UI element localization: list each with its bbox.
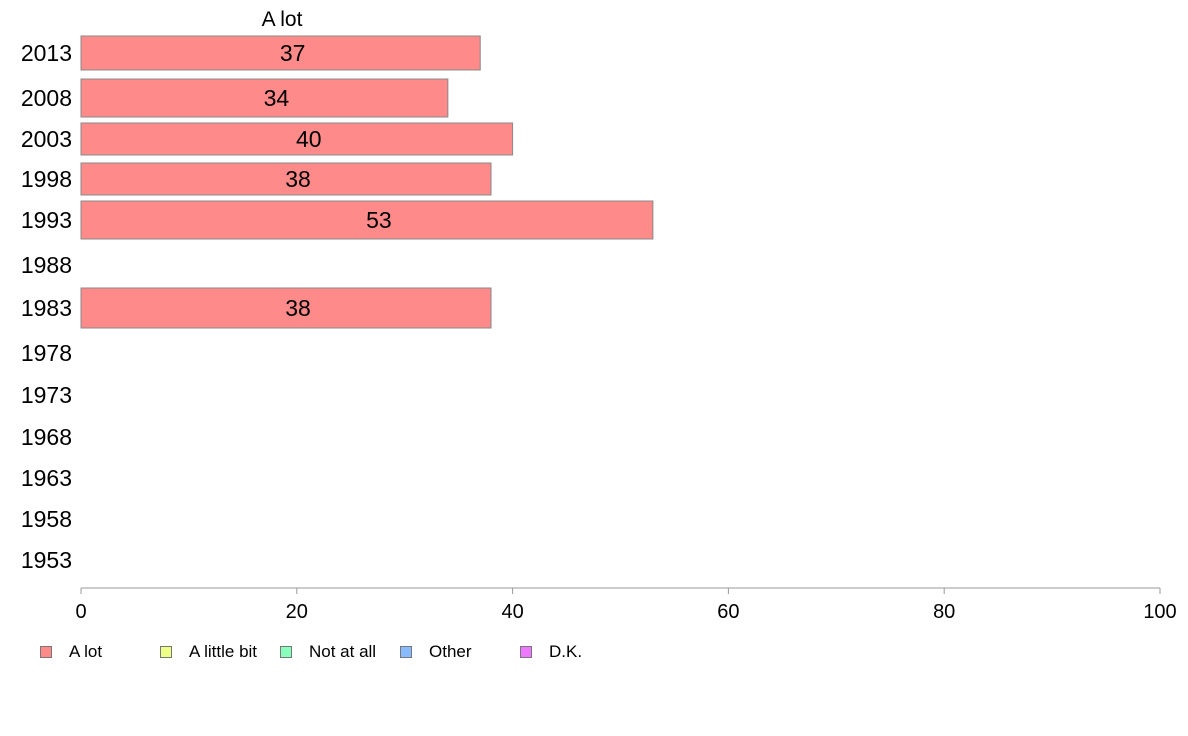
- category-label: 1958: [21, 506, 72, 532]
- category-labels: 2013 2008 2003 1998 1993 1988 1983 1978 1973 1968…: [21, 40, 72, 573]
- legend-label: A lot: [69, 642, 103, 661]
- x-tick-label: 20: [286, 601, 308, 623]
- category-label: 1983: [21, 295, 72, 321]
- category-label: 1953: [21, 547, 72, 573]
- legend-label: A little bit: [189, 642, 258, 661]
- legend-label: Not at all: [309, 642, 377, 661]
- data-label: 37: [280, 40, 306, 66]
- legend-item: A little bit: [160, 641, 257, 663]
- x-tick-label: 100: [1143, 601, 1176, 623]
- category-label: 1978: [21, 340, 72, 366]
- data-label: 34: [264, 85, 290, 111]
- data-label: 40: [296, 126, 322, 152]
- bar: [80, 287, 492, 329]
- legend-swatch: [280, 646, 292, 658]
- data-label: 38: [285, 295, 311, 321]
- legend-label: D.K.: [549, 642, 583, 661]
- bar: [80, 200, 654, 240]
- x-tick-label: 80: [933, 601, 955, 623]
- category-label: 1963: [21, 465, 72, 491]
- legend-item: D.K.: [520, 641, 582, 663]
- category-label: 2003: [21, 126, 72, 152]
- x-tick-label: 60: [717, 601, 739, 623]
- legend-swatch: [400, 646, 412, 658]
- data-label: 53: [366, 207, 392, 233]
- x-tick-label: 40: [501, 601, 523, 623]
- category-label: 1988: [21, 252, 72, 278]
- bar: [80, 162, 492, 196]
- series-header: A lot: [262, 8, 303, 31]
- category-label: 2013: [21, 40, 72, 66]
- legend-swatch: [40, 646, 52, 658]
- bars: [80, 35, 654, 329]
- x-axis-ticks: 0 20 40 60 80 100: [75, 588, 1177, 623]
- legend-item: A lot: [40, 641, 102, 663]
- category-label: 1968: [21, 424, 72, 450]
- legend-swatch: [160, 646, 172, 658]
- category-label: 1993: [21, 207, 72, 233]
- bar: [80, 122, 514, 156]
- category-label: 1973: [21, 382, 72, 408]
- legend-item: Other: [400, 641, 472, 663]
- legend-item: Not at all: [280, 641, 376, 663]
- x-tick-label: 0: [75, 601, 86, 623]
- category-label: 1998: [21, 166, 72, 192]
- legend-label: Other: [429, 642, 472, 661]
- data-label: 38: [285, 166, 311, 192]
- bar: [80, 78, 449, 118]
- bar: [80, 35, 481, 71]
- category-label: 2008: [21, 85, 72, 111]
- legend-swatch: [520, 646, 532, 658]
